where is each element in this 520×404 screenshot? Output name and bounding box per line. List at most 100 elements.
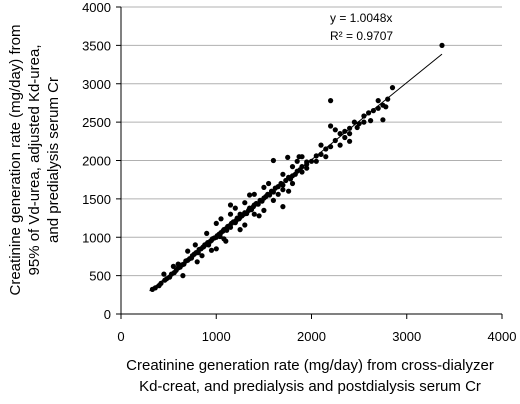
x-axis-title-line-1: Creatinine generation rate (mg/day) from… — [126, 357, 494, 374]
data-point — [208, 247, 215, 253]
data-point — [368, 118, 374, 124]
data-point — [237, 211, 243, 217]
y-axis-title-line-1: Creatinine generation rate (mg/day) from — [7, 25, 24, 296]
data-point — [270, 189, 276, 195]
data-point — [383, 104, 389, 110]
data-point — [199, 253, 205, 259]
data-point — [218, 216, 224, 222]
data-point — [227, 202, 234, 208]
data-point — [361, 113, 367, 119]
x-axis-title: Creatinine generation rate (mg/day) from… — [126, 357, 494, 395]
data-point — [270, 197, 276, 203]
data-point — [280, 187, 286, 193]
data-point — [227, 211, 234, 217]
x-axis-title-line-2: Kd-creat, and predialysis and postdialys… — [139, 378, 481, 395]
data-point — [294, 158, 300, 164]
x-tick-labels: 0 1000 2000 3000 4000 — [117, 329, 516, 344]
data-point — [347, 131, 353, 137]
data-point — [361, 119, 367, 125]
data-point — [304, 165, 310, 171]
data-point — [328, 98, 334, 104]
axes — [116, 6, 503, 319]
data-point — [247, 192, 253, 198]
data-point — [170, 263, 176, 269]
y-axis-title-line-3: and predialysis serum Cr — [45, 77, 62, 243]
data-point — [375, 105, 381, 111]
data-point — [152, 285, 158, 291]
x-tick-label-3000: 3000 — [392, 329, 421, 344]
data-point — [354, 124, 360, 131]
y-tick-label-2000: 2000 — [82, 154, 111, 169]
data-point — [261, 207, 267, 213]
data-point — [380, 117, 386, 123]
r-squared-annotation: R² = 0.9707 — [330, 29, 393, 43]
data-point — [342, 128, 348, 134]
data-point — [161, 271, 167, 277]
data-point — [270, 157, 276, 164]
y-axis-title: Creatinine generation rate (mg/day) from… — [7, 25, 62, 296]
data-point — [304, 159, 310, 165]
data-point — [289, 164, 296, 170]
data-point — [342, 134, 348, 141]
data-point — [337, 131, 343, 137]
data-point — [251, 211, 257, 217]
data-point — [323, 154, 329, 160]
data-point — [299, 169, 305, 175]
data-point — [286, 188, 292, 194]
y-tick-label-4000: 4000 — [82, 0, 111, 15]
data-point — [280, 171, 286, 177]
data-point — [375, 98, 381, 104]
data-point — [299, 154, 305, 160]
data-point — [204, 230, 210, 236]
data-point — [242, 222, 248, 228]
data-point — [389, 85, 396, 91]
y-tick-label-1000: 1000 — [82, 230, 111, 245]
data-point — [347, 138, 353, 144]
trendline-group — [149, 53, 443, 292]
x-tick-label-2000: 2000 — [297, 329, 326, 344]
data-point — [180, 273, 186, 279]
data-point — [285, 154, 291, 160]
data-point — [308, 158, 315, 164]
data-point — [213, 220, 219, 226]
data-point — [275, 191, 281, 197]
data-point — [261, 184, 267, 190]
data-point — [370, 108, 376, 114]
data-point — [385, 96, 391, 102]
x-tick-label-1000: 1000 — [202, 329, 231, 344]
data-point — [213, 246, 219, 252]
data-point — [328, 123, 334, 129]
data-point — [289, 180, 296, 187]
data-point — [439, 42, 445, 49]
data-point — [318, 142, 324, 148]
y-tick-label-3000: 3000 — [82, 77, 111, 92]
trendline — [149, 53, 443, 292]
data-point — [185, 248, 191, 254]
data-point — [194, 259, 200, 265]
data-point — [337, 142, 343, 148]
data-point — [175, 261, 181, 267]
data-point — [256, 213, 262, 219]
gridlines — [121, 6, 502, 277]
data-point — [237, 227, 243, 233]
x-tick-label-4000: 4000 — [488, 329, 517, 344]
y-tick-label-3500: 3500 — [82, 38, 111, 53]
y-tick-label-1500: 1500 — [82, 192, 111, 207]
y-tick-label-500: 500 — [89, 269, 111, 284]
data-point — [280, 204, 286, 210]
data-point — [313, 158, 319, 164]
y-tick-label-2500: 2500 — [82, 115, 111, 130]
data-point — [332, 127, 338, 133]
y-tick-labels: 0 500 1000 1500 2000 2500 3000 3500 4000 — [82, 0, 111, 322]
data-point — [232, 205, 238, 211]
y-axis-title-line-2: 95% of Vd-urea, adjusted Kd-urea, — [26, 45, 43, 276]
data-point — [251, 191, 257, 197]
equation-annotation: y = 1.0048x — [330, 11, 392, 25]
y-tick-label-0: 0 — [104, 307, 111, 322]
x-tick-label-0: 0 — [117, 329, 124, 344]
data-point — [221, 236, 227, 242]
data-point — [192, 242, 198, 248]
data-point — [242, 200, 248, 206]
data-point — [266, 180, 272, 187]
